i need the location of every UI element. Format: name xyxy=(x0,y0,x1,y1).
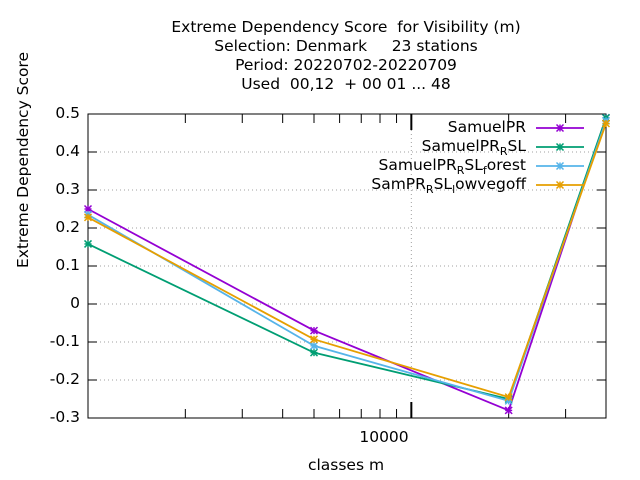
series-2-point xyxy=(83,239,93,248)
y-tick-label: -0.1 xyxy=(49,332,80,350)
series-line-4 xyxy=(87,123,607,399)
legend-marker-4 xyxy=(555,180,565,190)
x-axis-label: classes m xyxy=(307,456,385,474)
chart-title-line-4: Used 00,12 + 00 01 ... 48 xyxy=(241,75,451,93)
series-4-point xyxy=(601,119,611,128)
y-tick-label: 0.5 xyxy=(55,104,80,122)
legend-entry-1: SamuelPR xyxy=(447,118,526,136)
series-3-point xyxy=(309,341,319,350)
chart-title-line-2: Selection: Denmark 23 stations xyxy=(214,37,478,55)
y-tick-label: -0.2 xyxy=(49,370,80,388)
series-1-point xyxy=(309,326,319,335)
series-2-point xyxy=(309,348,319,357)
series-4-point xyxy=(309,335,319,344)
y-tick-label: 0 xyxy=(70,294,80,312)
x-tick-label-10000: 10000 xyxy=(359,428,409,446)
y-tick-label: 0.4 xyxy=(55,142,80,160)
series-line-3 xyxy=(87,120,607,402)
legend-marker-3 xyxy=(555,161,565,171)
legend-entry-3: SamuelPRRSLforest xyxy=(378,156,526,178)
legend-entry-4: SamPRRSLlowvegoff xyxy=(371,175,526,197)
series-4-point xyxy=(504,393,513,402)
series-line-1 xyxy=(87,117,607,412)
chart-title-line-3: Period: 20220702-20220709 xyxy=(235,56,457,74)
y-tick-label: 0.3 xyxy=(55,180,80,198)
y-tick-label: -0.3 xyxy=(49,408,80,426)
y-tick-label: 0.2 xyxy=(55,218,80,236)
series-4-point xyxy=(83,213,93,222)
chart-title-line-1: Extreme Dependency Score for Visibility … xyxy=(171,18,521,36)
legend-entry-2: SamuelPRRSL xyxy=(421,137,526,159)
series-1-point xyxy=(504,406,513,415)
y-tick-label: 0.1 xyxy=(55,256,80,274)
legend-marker-2 xyxy=(555,142,565,152)
legend-marker-1 xyxy=(555,123,565,133)
plot-frame xyxy=(87,113,607,419)
